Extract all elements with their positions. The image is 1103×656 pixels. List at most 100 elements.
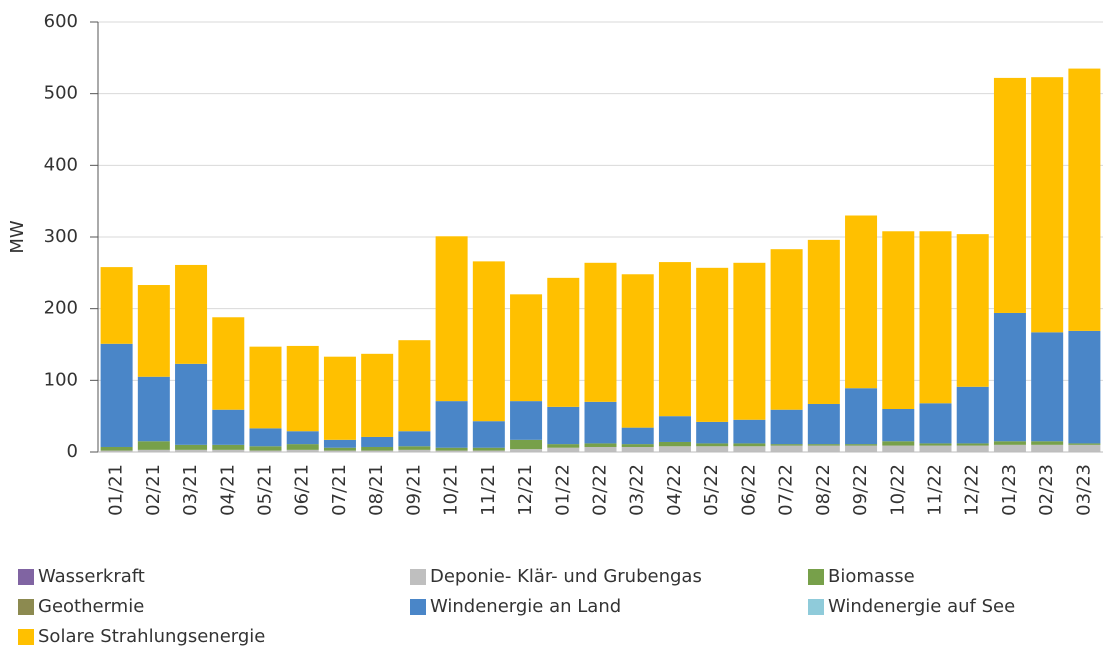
bar-segment — [361, 450, 394, 452]
bar-segment — [398, 449, 431, 452]
bar-segment — [472, 421, 505, 448]
bar-segment — [845, 444, 878, 446]
x-tick-label: 05/22 — [701, 464, 722, 516]
bar-segment — [212, 409, 245, 445]
bar-segment — [696, 267, 729, 422]
x-tick-label: 07/22 — [776, 464, 797, 516]
bar-segment — [956, 386, 989, 444]
bar-segment — [621, 274, 654, 428]
bar-segment — [472, 447, 505, 451]
legend-swatch — [808, 569, 824, 585]
x-tick-label: 06/21 — [292, 464, 313, 516]
bar-segment — [882, 409, 915, 442]
legend-label: Geothermie — [38, 596, 144, 617]
x-tick-label: 03/23 — [1073, 464, 1094, 516]
bar-segment — [361, 446, 394, 451]
bar-segment — [919, 231, 952, 404]
bar-segment — [175, 363, 208, 445]
legend-label: Solare Strahlungsenergie — [38, 626, 265, 647]
legend-label: Biomasse — [828, 566, 915, 587]
bar-segment — [733, 262, 766, 420]
bar-segment — [175, 264, 208, 364]
x-tick-label: 12/22 — [962, 464, 983, 516]
bar-segment — [584, 401, 617, 444]
bar-segment — [733, 446, 766, 452]
bar-segment — [1068, 68, 1101, 331]
bar-segment — [398, 446, 431, 450]
bar-segment — [286, 444, 319, 450]
bar-segment — [658, 446, 691, 452]
bar-segment — [137, 285, 170, 377]
bar-segment — [882, 445, 915, 452]
bar-segment — [770, 444, 803, 446]
legend-label: Windenergie auf See — [828, 596, 1015, 617]
bar-segment — [361, 436, 394, 447]
x-tick-label: 08/22 — [813, 464, 834, 516]
bar-segment — [137, 449, 170, 452]
y-tick-label: 400 — [44, 154, 78, 175]
bar-segment — [845, 215, 878, 389]
bar-segment — [807, 445, 840, 452]
y-tick-label: 0 — [67, 441, 78, 462]
bar-segment — [621, 444, 654, 447]
legend-label: Deponie- Klär- und Grubengas — [430, 566, 702, 587]
bar-segment — [286, 449, 319, 452]
bar-segment — [100, 267, 133, 344]
bar-segment — [286, 431, 319, 445]
x-tick-label: 12/21 — [515, 464, 536, 516]
bar-segment — [323, 447, 356, 451]
y-tick-label: 200 — [44, 298, 78, 319]
bar-segment — [137, 376, 170, 442]
bar-segment — [956, 445, 989, 452]
bar-segment — [212, 317, 245, 410]
bar-segment — [435, 401, 468, 448]
x-tick-label: 05/21 — [255, 464, 276, 516]
bar-segment — [658, 262, 691, 417]
x-tick-label: 11/21 — [478, 464, 499, 516]
bar-segment — [175, 444, 208, 450]
bar-segment — [472, 450, 505, 452]
bar-segment — [1031, 441, 1064, 445]
bar-segment — [398, 431, 431, 447]
y-tick-label: 500 — [44, 83, 78, 104]
legend-swatch — [18, 599, 34, 615]
bar-segment — [845, 388, 878, 445]
bar-segment — [100, 446, 133, 451]
bar-segment — [770, 409, 803, 445]
bar-segment — [919, 443, 952, 446]
bar-segment — [212, 444, 245, 450]
legend-swatch — [18, 629, 34, 645]
bar-segment — [658, 416, 691, 442]
x-tick-label: 06/22 — [738, 464, 759, 516]
bar-segment — [993, 312, 1026, 442]
bar-segment — [249, 346, 282, 429]
bar-segment — [696, 446, 729, 452]
bar-segment — [212, 449, 245, 452]
bar-segment — [472, 261, 505, 422]
bar-segment — [137, 441, 170, 450]
bar-segment — [919, 445, 952, 452]
legend-swatch — [410, 599, 426, 615]
bar-segment — [435, 236, 468, 402]
bar-segment — [510, 439, 543, 450]
bar-segment — [1068, 330, 1101, 444]
bar-segment — [770, 249, 803, 410]
x-tick-label: 04/21 — [217, 464, 238, 516]
bar-segment — [510, 294, 543, 402]
legend-label: Wasserkraft — [38, 566, 145, 587]
bar-segment — [175, 449, 208, 452]
bar-segment — [510, 401, 543, 440]
bar-segment — [100, 450, 133, 452]
bar-segment — [1031, 444, 1064, 452]
bar-segment — [993, 441, 1026, 445]
bar-segment — [807, 403, 840, 445]
bar-segment — [807, 239, 840, 404]
x-tick-label: 02/22 — [590, 464, 611, 516]
bar-segment — [547, 444, 580, 448]
x-tick-label: 07/21 — [329, 464, 350, 516]
bar-segment — [547, 406, 580, 445]
bar-segment — [696, 443, 729, 447]
bar-segment — [993, 77, 1026, 313]
x-tick-label: 09/21 — [403, 464, 424, 516]
